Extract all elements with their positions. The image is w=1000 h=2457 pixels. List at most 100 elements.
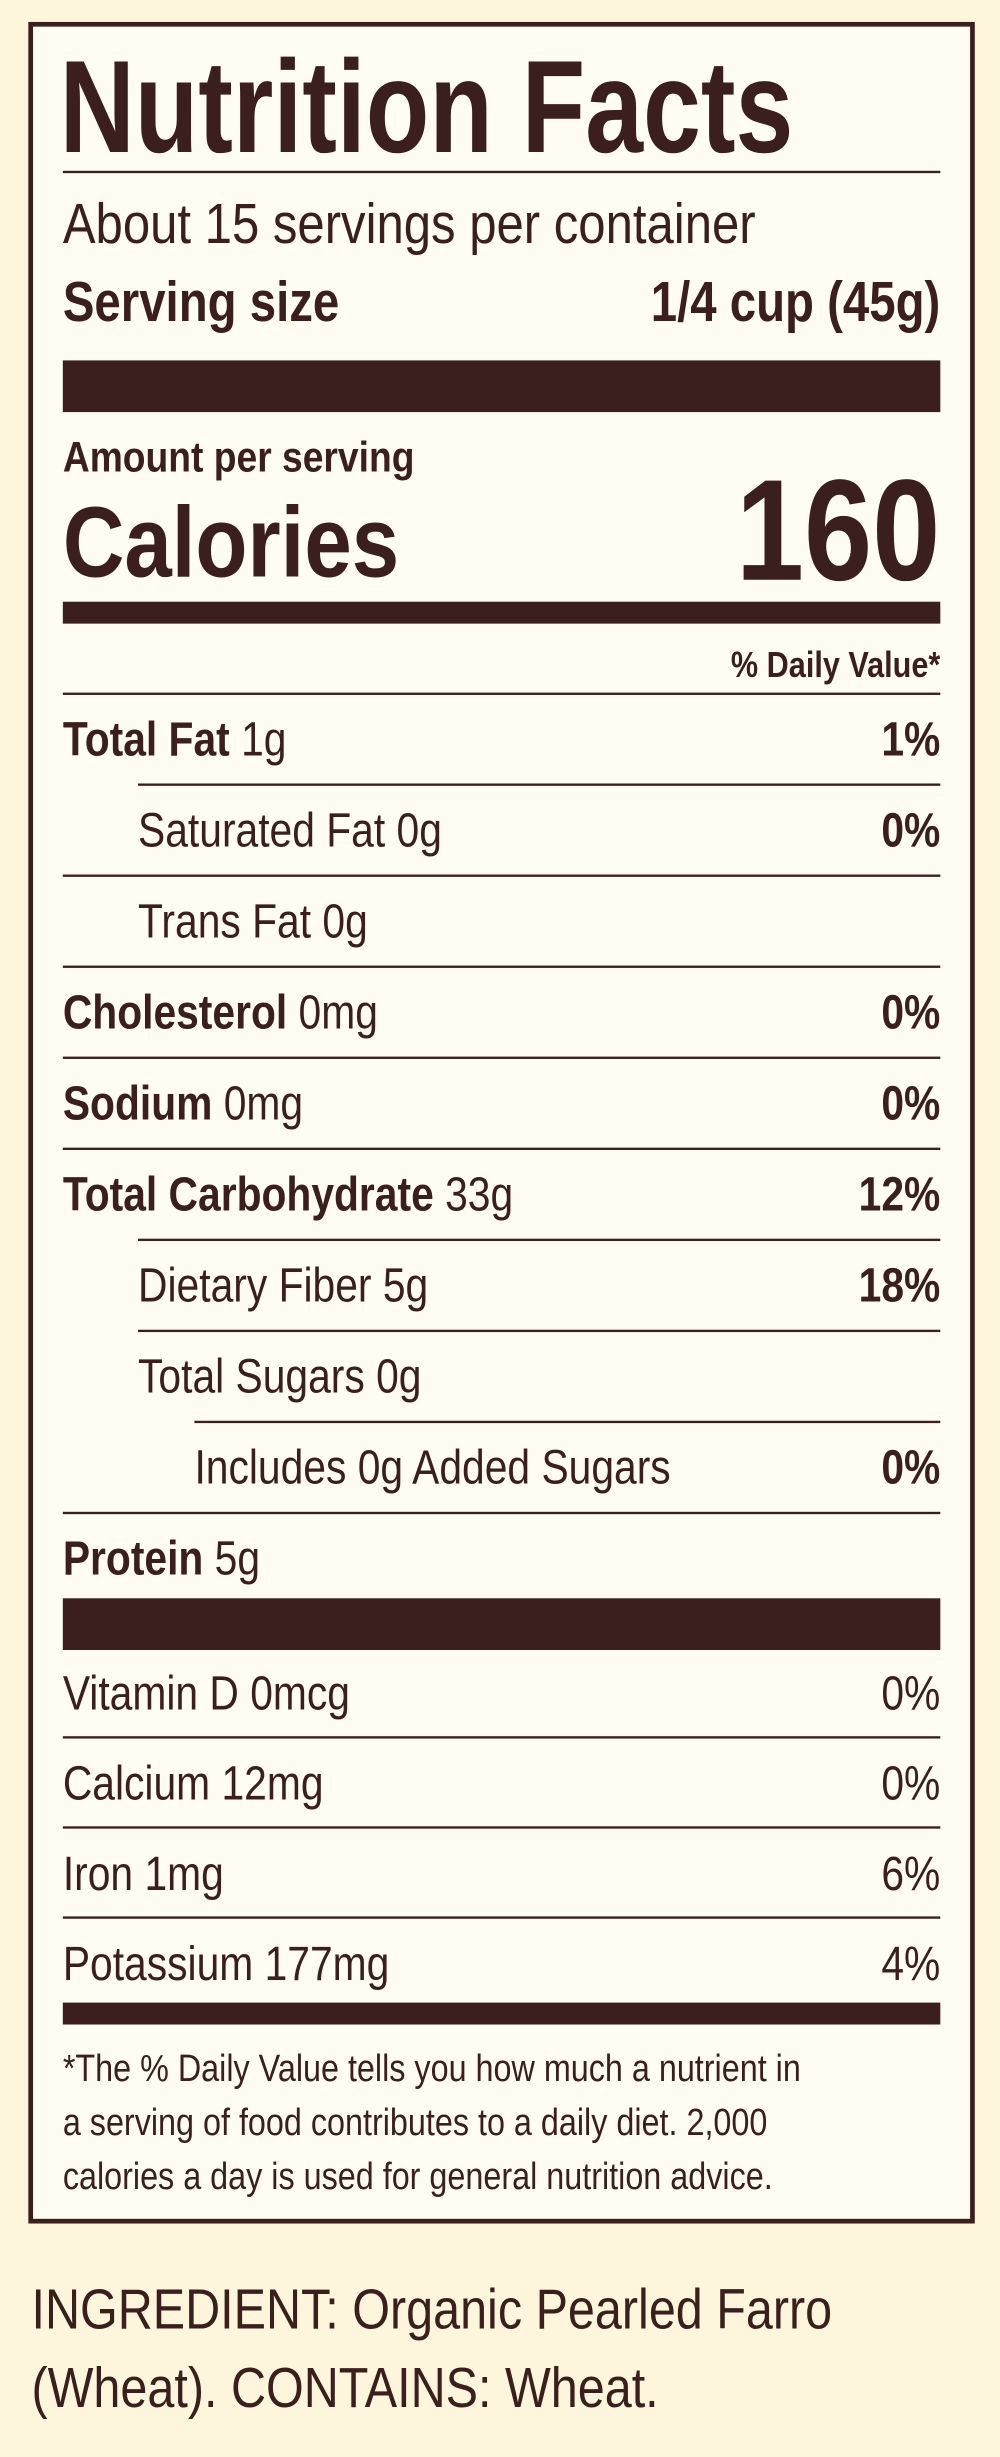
serving-size-value: 1/4 cup (45g) bbox=[651, 271, 941, 334]
footnote-line-part: *The % Daily Value tells you how much a … bbox=[63, 2048, 801, 2090]
nutrient-name-part: Trans Fat bbox=[138, 893, 312, 948]
nutrient-name: Protein 5g bbox=[63, 1530, 260, 1585]
vitamin-name-part: 0mcg bbox=[239, 1665, 350, 1720]
servings: About 15 servings per container bbox=[63, 193, 756, 256]
nutrient-name-part: Total Sugars bbox=[138, 1348, 365, 1403]
ingredient-line: (Wheat). CONTAINS: Wheat. bbox=[31, 2356, 658, 2419]
footnote-line-part: calories a day is used for general nutri… bbox=[63, 2156, 773, 2198]
vitamin-dv-part: 0% bbox=[881, 1665, 940, 1720]
nutrient-name-part: Includes 0g Added Sugars bbox=[194, 1439, 670, 1494]
serving-size-value-part: 1/4 cup (45g) bbox=[651, 271, 941, 334]
nutrient-dv-part: 0% bbox=[881, 802, 940, 857]
rule bbox=[62, 692, 941, 695]
nutrient-dv-part: 1% bbox=[881, 711, 940, 766]
rule bbox=[62, 1826, 941, 1829]
nutrient-dv-part: 18% bbox=[859, 1257, 941, 1312]
nutrient-name-part: Cholesterol bbox=[63, 984, 287, 1039]
nutrient-dv: 0% bbox=[881, 1439, 940, 1494]
vitamin-dv-part: 0% bbox=[881, 1755, 940, 1810]
vitamin-name: Iron 1mg bbox=[63, 1845, 224, 1900]
ingredient-line-part: (Wheat). CONTAINS: Wheat. bbox=[31, 2356, 658, 2419]
vitamin-name-part: Iron bbox=[63, 1845, 133, 1900]
nutrient-name-part: Protein bbox=[63, 1530, 204, 1585]
nutrient-name: Trans Fat 0g bbox=[138, 893, 368, 948]
nutrient-dv: 0% bbox=[881, 984, 940, 1039]
vitamin-name-part: Calcium bbox=[63, 1755, 210, 1810]
nutrient-name-part: 1g bbox=[230, 711, 287, 766]
vitamin-name-part: Vitamin D bbox=[63, 1665, 239, 1720]
vitamin-name: Potassium 177mg bbox=[63, 1935, 389, 1990]
thick-rule bbox=[62, 2002, 941, 2025]
vitamin-dv-part: 4% bbox=[881, 1935, 940, 1990]
nutrient-name-part: Dietary Fiber bbox=[138, 1257, 372, 1312]
rule bbox=[62, 1916, 941, 1919]
calories-value-part: 160 bbox=[736, 450, 940, 611]
nutrient-name: Dietary Fiber 5g bbox=[138, 1257, 428, 1312]
nutrient-dv: 0% bbox=[881, 1075, 940, 1130]
nutrient-name-part: 0mg bbox=[212, 1075, 303, 1130]
nutrient-name-part: Sodium bbox=[63, 1075, 213, 1130]
nutrient-name-part: 0g bbox=[365, 1348, 422, 1403]
thick-rule bbox=[62, 601, 941, 624]
rule bbox=[194, 1420, 941, 1424]
nutrient-name-part: Total Carbohydrate bbox=[63, 1166, 434, 1221]
serving-size-label: Serving size bbox=[63, 271, 339, 334]
rule bbox=[138, 1329, 941, 1333]
vitamin-name-part: 1mg bbox=[133, 1845, 224, 1900]
ingredient-line: INGREDIENT: Organic Pearled Farro bbox=[31, 2278, 832, 2341]
rule bbox=[62, 1511, 941, 1515]
nutrient-name-part: 0g bbox=[385, 802, 442, 857]
nutrient-name: Saturated Fat 0g bbox=[138, 802, 442, 857]
nutrient-name: Cholesterol 0mg bbox=[63, 984, 378, 1039]
vitamin-dv: 0% bbox=[881, 1665, 940, 1720]
vitamin-name-part: 177mg bbox=[253, 1935, 389, 1990]
nutrient-name-part: 0mg bbox=[287, 984, 378, 1039]
footnote-line: a serving of food contributes to a daily… bbox=[63, 2102, 768, 2144]
footnote-line: *The % Daily Value tells you how much a … bbox=[63, 2048, 801, 2090]
daily-value-header: % Daily Value* bbox=[731, 646, 940, 686]
nutrient-name: Includes 0g Added Sugars bbox=[194, 1439, 670, 1494]
rule bbox=[62, 874, 941, 877]
nutrient-name-part: 5g bbox=[203, 1530, 260, 1585]
nutrient-name-part: Saturated Fat bbox=[138, 802, 386, 857]
vitamin-name-part: 12mg bbox=[210, 1755, 323, 1810]
nutrient-dv-part: 0% bbox=[881, 984, 940, 1039]
rule bbox=[138, 783, 941, 786]
rule bbox=[62, 1056, 941, 1059]
amount-per-serving-part: Amount per serving bbox=[63, 434, 415, 481]
calories-value: 160 bbox=[736, 450, 940, 611]
vitamin-dv: 6% bbox=[881, 1845, 940, 1900]
rule bbox=[62, 1736, 941, 1739]
footnote-line-part: a serving of food contributes to a daily… bbox=[63, 2102, 768, 2144]
vitamin-dv: 4% bbox=[881, 1935, 940, 1990]
footnote-line: calories a day is used for general nutri… bbox=[63, 2156, 773, 2198]
vitamin-name: Calcium 12mg bbox=[63, 1755, 324, 1810]
thick-rule bbox=[62, 360, 941, 413]
nutrient-name-part: 5g bbox=[372, 1257, 429, 1312]
calories-label-part: Calories bbox=[63, 486, 399, 598]
thick-rule bbox=[62, 1598, 941, 1651]
rule bbox=[138, 1238, 941, 1242]
nutrient-dv-part: 0% bbox=[881, 1075, 940, 1130]
rule bbox=[62, 170, 941, 174]
nutrient-name-part: 0g bbox=[311, 893, 368, 948]
nutrient-dv: 18% bbox=[859, 1257, 941, 1312]
calories-label: Calories bbox=[63, 486, 399, 598]
nutrient-name: Sodium 0mg bbox=[63, 1075, 303, 1130]
nutrient-name-part: 33g bbox=[434, 1166, 513, 1221]
nutrient-dv: 0% bbox=[881, 802, 940, 857]
title: Nutrition Facts bbox=[60, 34, 794, 180]
nutrient-dv-part: 12% bbox=[859, 1166, 941, 1221]
vitamin-name-part: Potassium bbox=[63, 1935, 253, 1990]
nutrient-dv: 1% bbox=[881, 711, 940, 766]
nutrient-dv-part: 0% bbox=[881, 1439, 940, 1494]
vitamin-dv: 0% bbox=[881, 1755, 940, 1810]
vitamin-dv-part: 6% bbox=[881, 1845, 940, 1900]
nutrient-dv: 12% bbox=[859, 1166, 941, 1221]
rule bbox=[62, 1147, 941, 1150]
nutrient-name: Total Sugars 0g bbox=[138, 1348, 421, 1403]
daily-value-header-part: % Daily Value* bbox=[731, 646, 940, 686]
title-part: Nutrition Facts bbox=[60, 34, 794, 180]
